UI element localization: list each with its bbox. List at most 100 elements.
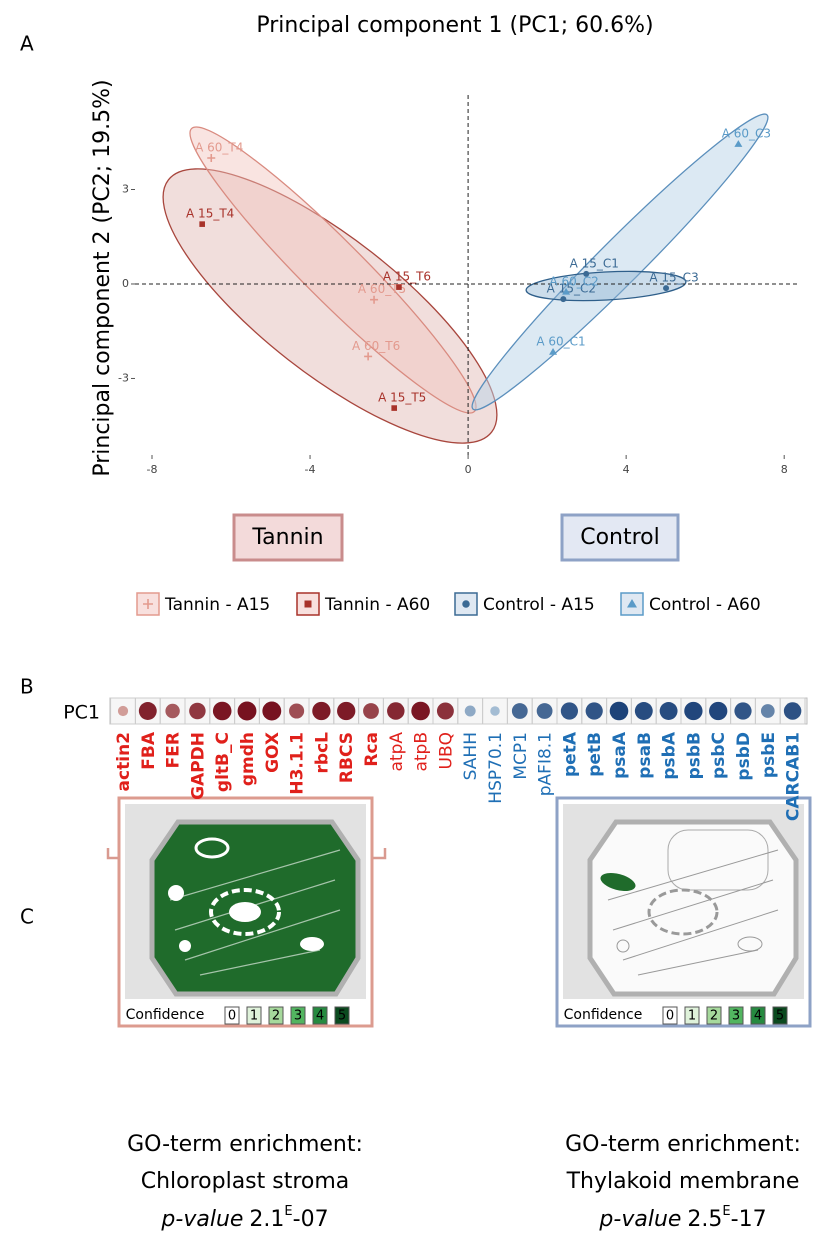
dot: [784, 702, 801, 719]
x-tick-label: 8: [781, 463, 788, 476]
ellipse: [457, 99, 782, 424]
gene-label: Rca: [362, 732, 382, 767]
point: [663, 285, 669, 291]
gene-label: petA: [560, 731, 580, 777]
point-label: A 60_C1: [536, 335, 585, 349]
panel-label: A: [20, 32, 34, 56]
dot: [561, 702, 578, 719]
caption: GO-term enrichment:: [565, 1132, 801, 1157]
gene-label: atpA: [387, 732, 407, 772]
cell: [590, 822, 796, 994]
dot: [734, 702, 751, 719]
dot: [363, 703, 379, 719]
dot: [118, 706, 128, 716]
y-tick-label: 3: [122, 182, 129, 195]
x-tick-label: 0: [465, 463, 472, 476]
p-exp: -07: [293, 1207, 329, 1232]
dot: [213, 702, 232, 721]
dot: [165, 704, 179, 718]
dot: [490, 706, 500, 716]
gene-label: RBCS: [337, 732, 357, 783]
gene-label: CARCAB1: [784, 732, 804, 821]
organelle: [179, 940, 191, 952]
panel-label: B: [20, 675, 34, 699]
point-label: A 15_T4: [186, 207, 234, 221]
gene-label: FER: [164, 732, 184, 768]
point-label: A 60_T6: [352, 339, 400, 353]
organelle: [229, 902, 261, 922]
point-label: A 15_T5: [378, 391, 426, 405]
legend-label: Control - A15: [483, 595, 595, 615]
gene-label: atpB: [412, 732, 432, 772]
figure: A B C Principal component 1 (PC1; 60.6%)…: [0, 0, 814, 1234]
group-label: Control: [580, 525, 660, 550]
dot: [437, 703, 454, 720]
cell-diagram: [557, 798, 810, 1026]
p-exp: -17: [731, 1207, 767, 1232]
x-tick-label: 4: [623, 463, 630, 476]
organelle: [300, 937, 324, 951]
ellipses: [127, 99, 783, 485]
confidence-level: 1: [250, 1009, 258, 1024]
point-label: A 15_C3: [649, 271, 698, 285]
gene-label: HSP70.1: [486, 732, 506, 804]
point: [199, 221, 205, 227]
legend-label: Tannin - A15: [164, 595, 270, 615]
dot: [635, 702, 653, 720]
dot: [512, 703, 528, 719]
dot: [337, 702, 355, 720]
group-label: Tannin: [251, 525, 323, 550]
gene-label: actin2: [114, 732, 134, 791]
confidence-label: Confidence: [564, 1007, 643, 1023]
caption: Thylakoid membrane: [566, 1169, 800, 1194]
dot: [139, 702, 157, 720]
gene-label: GAPDH: [188, 732, 208, 800]
gene-label: GOX: [263, 732, 283, 773]
chart-title: Principal component 1 (PC1; 60.6%): [256, 13, 653, 38]
p-label: p-value: [160, 1207, 243, 1232]
dot: [387, 702, 404, 719]
point: [396, 284, 402, 290]
point-label: A 60_T4: [195, 140, 243, 154]
p-label: p-value: [598, 1207, 681, 1232]
gene-label: gmdh: [238, 732, 258, 786]
gene-label: pAFI8.1: [536, 732, 556, 796]
gene-label: psaB: [635, 732, 655, 779]
confidence-level: 2: [710, 1009, 718, 1024]
gene-label: psbA: [660, 731, 680, 779]
gene-label: FBA: [139, 731, 159, 770]
point-label: A 15_C1: [570, 256, 619, 270]
dot: [238, 702, 257, 721]
gene-label: gltB_C: [213, 732, 233, 792]
dot: [189, 703, 206, 720]
confidence-level: 0: [228, 1009, 236, 1024]
confidence-level: 0: [666, 1009, 674, 1024]
gene-label: MCP1: [511, 732, 531, 780]
gene-label: psaA: [610, 731, 630, 779]
confidence-level: 1: [688, 1009, 696, 1024]
confidence-level: 5: [776, 1009, 784, 1024]
p-exp-mark: E: [722, 1204, 730, 1219]
dot: [709, 702, 727, 720]
dot: [262, 702, 281, 721]
gene-label: rbcL: [312, 732, 332, 774]
dot: [660, 702, 678, 720]
confidence-level: 5: [338, 1009, 346, 1024]
dot: [761, 704, 775, 718]
confidence-level: 2: [272, 1009, 280, 1024]
caption: Chloroplast stroma: [141, 1169, 350, 1194]
confidence-label: Confidence: [126, 1007, 205, 1023]
p-exp-mark: E: [284, 1204, 292, 1219]
y-axis-label: Principal component 2 (PC2; 19.5%): [90, 79, 115, 476]
panel-label: C: [20, 905, 34, 929]
organelle: [168, 885, 184, 901]
point-label: A 60_C3: [722, 127, 771, 141]
dot: [289, 703, 304, 718]
gene-label: psbE: [759, 732, 779, 778]
dot: [312, 702, 330, 720]
confidence-level: 4: [316, 1009, 324, 1024]
legend-marker: [462, 600, 470, 608]
p-value: p-value2.5E-17: [598, 1204, 766, 1233]
confidence-level: 3: [732, 1009, 740, 1024]
row-label: PC1: [63, 702, 100, 724]
